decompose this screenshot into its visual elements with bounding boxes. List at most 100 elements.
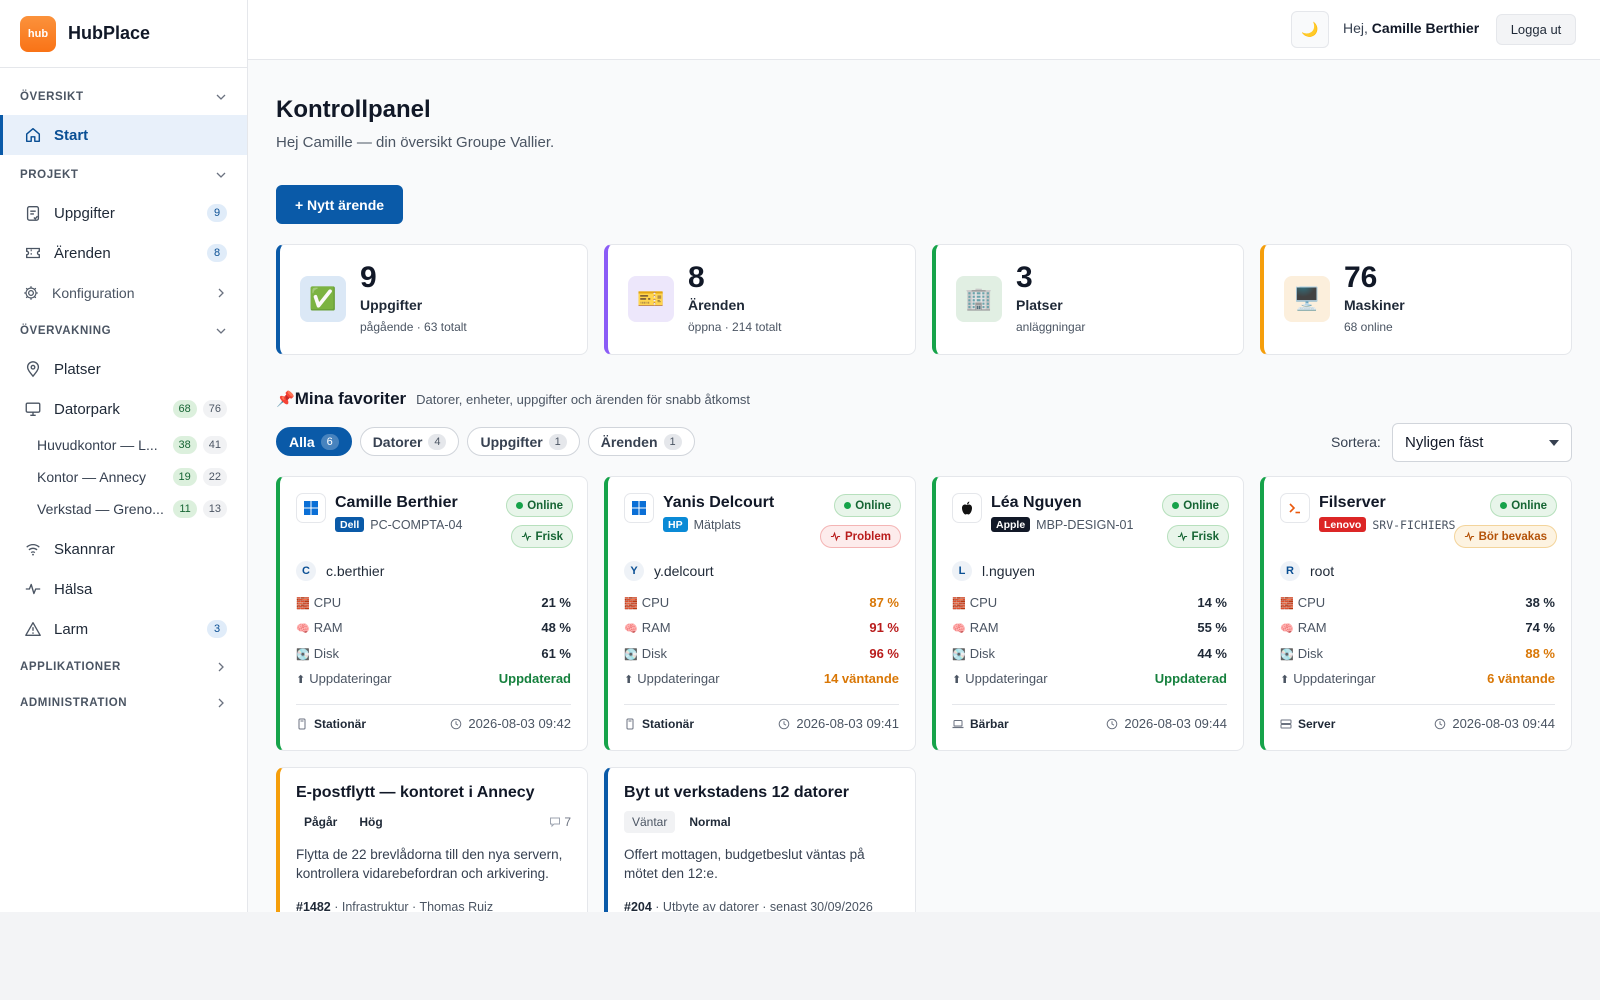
sidebar-item-konfiguration[interactable]: Konfiguration	[0, 273, 247, 313]
sidebar-item-arenden[interactable]: Ärenden 8	[0, 233, 247, 273]
sidebar-subitem-site[interactable]: Huvudkontor — L... 38 41	[0, 429, 247, 461]
metric-row-cpu: 🧱 CPU 14 %	[952, 595, 1227, 610]
sidebar-subitem-site[interactable]: Verkstad — Greno... 11 13	[0, 493, 247, 525]
logout-button[interactable]: Logga ut	[1496, 14, 1576, 45]
cpu-icon: 🧱	[1280, 598, 1294, 610]
pulse-icon	[1464, 531, 1474, 542]
status-text: Online	[1183, 499, 1219, 512]
ticket-icon: 🎫	[628, 276, 674, 322]
total-badge: 13	[202, 500, 227, 518]
computer-icon: 🖥️	[1284, 276, 1330, 322]
metric-row-disk: 💽 Disk 88 %	[1280, 646, 1555, 661]
device-meta: Lenovo SRV-FICHIERS	[1319, 517, 1455, 532]
device-card[interactable]: Camille Berthier Dell PC-COMPTA-04 Online Fr…	[276, 476, 588, 751]
stat-card-arenden[interactable]: 🎫 8 Ärenden öppna · 214 totalt	[604, 244, 916, 355]
sidebar-item-start[interactable]: Start	[0, 115, 247, 155]
metric-label: Uppdateringar	[309, 671, 392, 686]
sort-select[interactable]: Nyligen fäst	[1392, 423, 1572, 462]
divider	[296, 704, 571, 705]
warning-icon	[25, 622, 41, 636]
sidebar-item-label: Larm	[54, 620, 89, 638]
page-title: Kontrollpanel	[276, 96, 431, 123]
disk-icon: 💽	[296, 649, 310, 661]
stat-card-platser[interactable]: 🏢 3 Platser anläggningar	[932, 244, 1244, 355]
sidebar-item-label: Datorpark	[54, 400, 120, 418]
metric-value: 38 %	[1525, 595, 1555, 610]
status-tag: Väntar	[624, 811, 676, 833]
device-card[interactable]: Léa Nguyen Apple MBP-DESIGN-01 Online Frisk L…	[932, 476, 1244, 751]
sidebar-item-label: Platser	[54, 360, 101, 378]
last-seen: 2026-08-03 09:42	[450, 716, 571, 731]
metric-value: 61 %	[541, 646, 571, 661]
sidebar: hub HubPlace ÖVERSIKT Start PROJEKT Uppg…	[0, 0, 248, 912]
task-card[interactable]: Byt ut verkstadens 12 datorer Väntar Nor…	[604, 767, 916, 912]
metric-value: 48 %	[541, 620, 571, 635]
task-ref: #1482	[296, 900, 331, 912]
health-text: Frisk	[535, 530, 564, 543]
section-administration[interactable]: ADMINISTRATION	[0, 685, 247, 721]
device-card[interactable]: Filserver Lenovo SRV-FICHIERS Online Bör bev…	[1260, 476, 1572, 751]
clock-icon	[1107, 718, 1118, 729]
section-applikationer[interactable]: APPLIKATIONER	[0, 649, 247, 685]
stat-value: 8	[688, 261, 705, 294]
section-label: APPLIKATIONER	[20, 661, 121, 673]
metric-row-updates: ⬆ Uppdateringar Uppdaterad	[296, 671, 571, 686]
filter-chip-alla[interactable]: Alla 6	[276, 427, 352, 456]
chip-count: 4	[428, 433, 447, 450]
sidebar-item-larm[interactable]: Larm 3	[0, 609, 247, 649]
comment-icon	[550, 817, 561, 828]
chevron-down-icon	[216, 94, 226, 100]
status-dot	[1500, 502, 1508, 509]
chip-count: 1	[663, 433, 682, 450]
metric-value: Uppdaterad	[498, 671, 571, 686]
status-dot	[1172, 502, 1180, 509]
sidebar-item-uppgifter[interactable]: Uppgifter 9	[0, 193, 247, 233]
filter-chip-datorer[interactable]: Datorer 4	[359, 427, 460, 456]
device-type-label: Stationär	[642, 716, 695, 731]
stat-value: 9	[360, 261, 377, 294]
task-card[interactable]: E-postflytt — kontoret i Annecy Pågår Hö…	[276, 767, 588, 912]
metric-row-ram: 🧠 RAM 91 %	[624, 620, 899, 635]
arrow-up-icon: ⬆	[1280, 674, 1290, 686]
metric-value: 21 %	[541, 595, 571, 610]
metric-value: 6 väntande	[1487, 671, 1555, 686]
stat-card-maskiner[interactable]: 🖥️ 76 Maskiner 68 online	[1260, 244, 1572, 355]
filter-chip-arenden[interactable]: Ärenden 1	[587, 427, 695, 456]
chevron-right-icon	[218, 662, 224, 672]
task-meta: · Infrastruktur · Thomas Ruiz	[330, 900, 494, 912]
total-badge: 22	[202, 468, 227, 486]
new-ticket-button[interactable]: + Nytt ärende	[276, 185, 403, 224]
stat-card-uppgifter[interactable]: ✅ 9 Uppgifter pågående · 63 totalt	[276, 244, 588, 355]
sidebar-subitem-site[interactable]: Kontor — Annecy 19 22	[0, 461, 247, 493]
brand[interactable]: hub HubPlace	[0, 0, 247, 68]
stat-subtext: 68 online	[1344, 320, 1393, 334]
theme-toggle-button[interactable]: 🌙	[1291, 11, 1329, 48]
section-projekt[interactable]: PROJEKT	[0, 157, 247, 193]
status-text: Online	[855, 499, 891, 512]
ticket-icon	[26, 247, 40, 259]
topbar: 🌙 Hej, Camille Berthier Logga ut	[248, 0, 1600, 60]
task-title: Byt ut verkstadens 12 datorer	[624, 784, 849, 801]
username: y.delcourt	[654, 563, 714, 579]
sidebar-item-label: Konfiguration	[52, 285, 135, 301]
last-seen: 2026-08-03 09:44	[1106, 716, 1227, 731]
sidebar-item-halsa[interactable]: Hälsa	[0, 569, 247, 609]
stat-label: Maskiner	[1344, 297, 1405, 313]
total-badge: 41	[202, 436, 227, 454]
section-oversikt[interactable]: ÖVERSIKT	[0, 79, 247, 115]
metric-label: Uppdateringar	[637, 671, 720, 686]
filter-chip-uppgifter[interactable]: Uppgifter 1	[467, 427, 580, 456]
greeting-prefix: Hej,	[1343, 20, 1368, 36]
device-name: Camille Berthier	[335, 494, 458, 511]
sidebar-item-skannrar[interactable]: Skannrar	[0, 529, 247, 569]
task-ref: #204	[624, 900, 652, 912]
section-overvakning[interactable]: ÖVERVAKNING	[0, 313, 247, 349]
clock-icon	[779, 718, 790, 729]
sidebar-item-datorpark[interactable]: Datorpark 68 76	[0, 389, 247, 429]
sidebar-item-platser[interactable]: Platser	[0, 349, 247, 389]
hostname: Mätplats	[693, 517, 741, 532]
